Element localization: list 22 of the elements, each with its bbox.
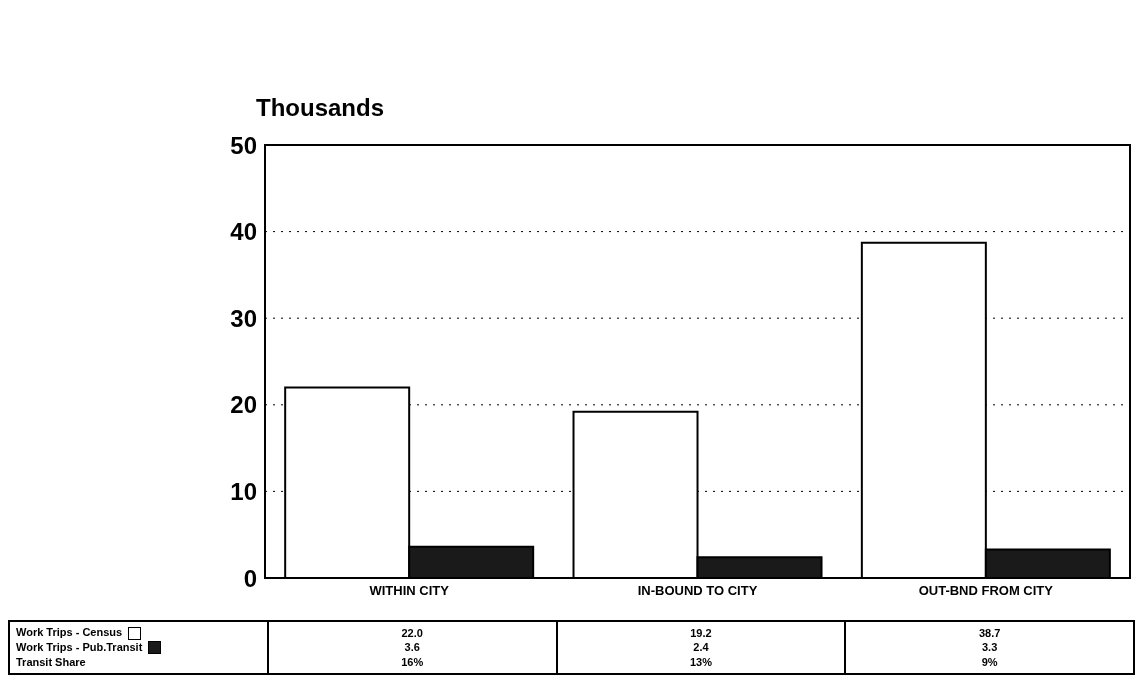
text: 13% (689, 655, 712, 668)
data-label: 38.7 (845, 621, 1134, 641)
text: 16% (401, 655, 424, 668)
data-label: 3.3 (845, 640, 1134, 656)
y-tick-label: 10 (230, 477, 257, 505)
data-label: 2.4 (556, 640, 846, 656)
text: Transit Share (16, 656, 86, 669)
y-tick-label: 30 (230, 304, 257, 332)
data-label: 22.0 (267, 621, 557, 641)
y-tick-label: 40 (230, 218, 257, 246)
legend-label: Work Trips - Census (16, 626, 123, 638)
x-tick-label: IN-BOUND TO CITY (637, 583, 758, 599)
y-axis-title: Thousands (256, 94, 385, 122)
x-tick-label: OUT-BND FROM CITY (918, 583, 1054, 599)
data-label: 3.6 (267, 640, 557, 656)
text: 9% (981, 655, 998, 668)
legend-label: Work Trips - Pub.Transit (16, 640, 143, 653)
data-label: 19.2 (556, 621, 846, 641)
y-tick-label: 20 (230, 391, 257, 419)
y-tick-label: 0 (243, 564, 257, 592)
x-tick-label: WITHIN CITY (369, 583, 450, 599)
y-tick-label: 50 (230, 131, 257, 159)
